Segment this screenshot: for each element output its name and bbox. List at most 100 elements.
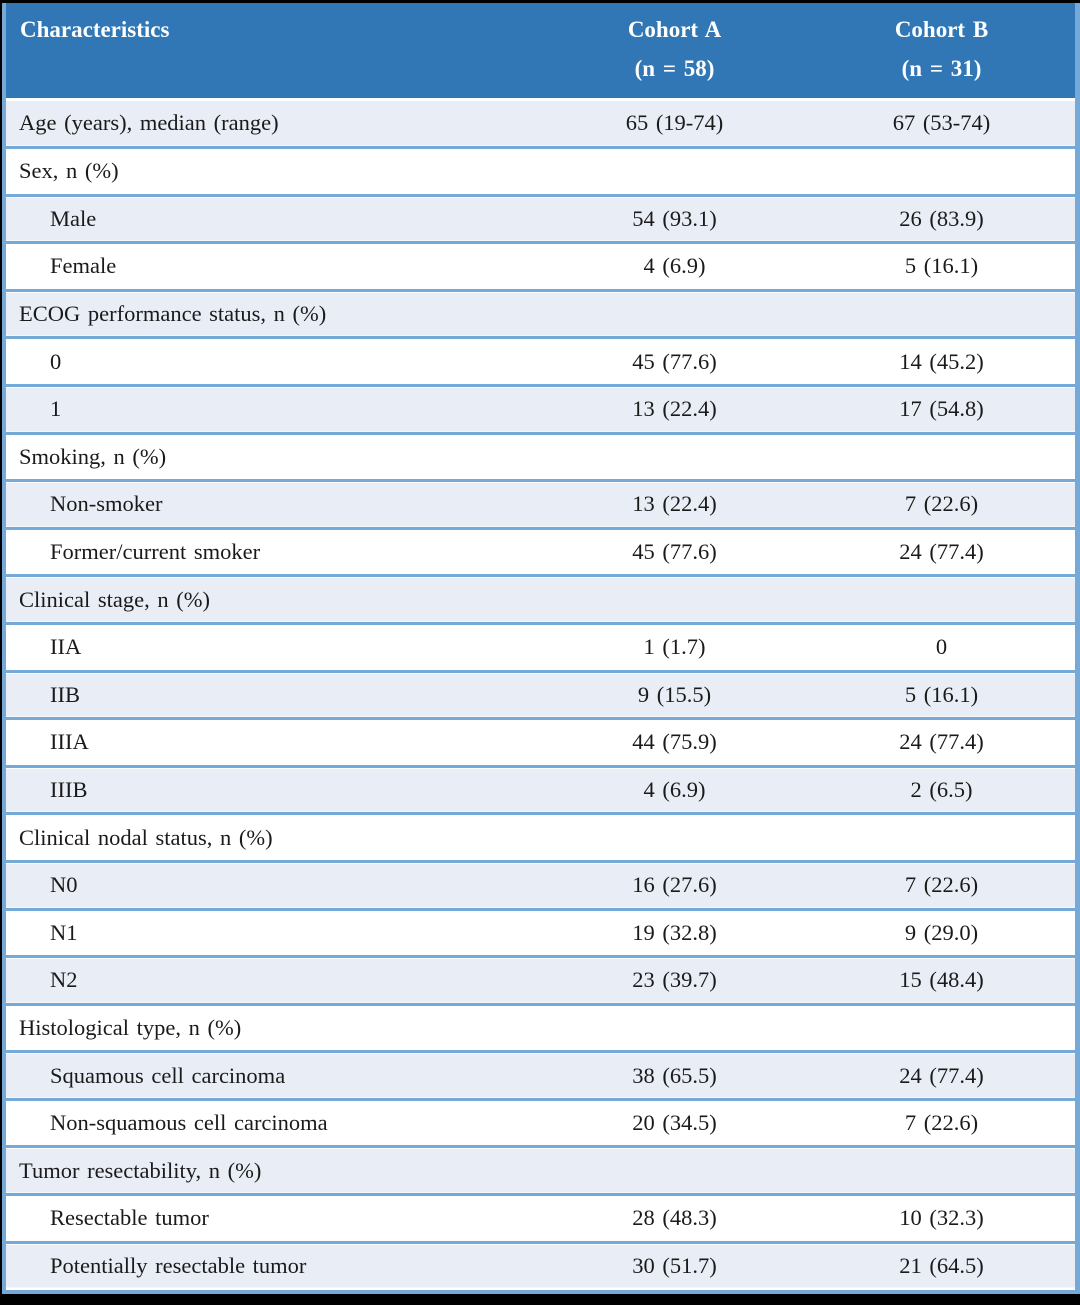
table-row: Sex, n (%) [6,146,1075,194]
row-value-cohort-a: 30 (51.7) [632,1252,717,1278]
table-row: N2 23 (39.7) 15 (48.4) [6,955,1075,1003]
characteristics-table: Characteristics Cohort A (n = 58) Cohort… [2,3,1080,1294]
row-label: Age (years), median (range) [19,110,279,135]
row-value-cohort-a [541,1006,808,1051]
row-value-cohort-a: 54 (93.1) [632,205,717,231]
row-value-cohort-b [808,435,1075,480]
row-label: Tumor resectability, n (%) [19,1157,262,1183]
row-value-cohort-b: 67 (53-74) [892,110,991,135]
row-value-cohort-b [808,292,1075,337]
table-row: Clinical nodal status, n (%) [6,812,1075,860]
row-value-cohort-b: 17 (54.8) [899,396,984,422]
row-value-cohort-a: 23 (39.7) [632,967,717,993]
row-value-cohort-a: 4 (6.9) [643,777,706,803]
row-value-cohort-a: 4 (6.9) [643,253,706,279]
row-value-cohort-a: 1 (1.7) [643,634,706,660]
row-label: ECOG performance status, n (%) [19,301,327,327]
row-label: Histological type, n (%) [19,1014,242,1040]
table-row: Histological type, n (%) [6,1002,1075,1051]
table-row: Age (years), median (range) 65 (19-74) 6… [6,100,1075,146]
table-row: Potentially resectable tumor 30 (51.7) 2… [6,1240,1075,1289]
header-cohort-a-name: Cohort A [627,17,722,42]
row-label: N2 [50,967,78,993]
row-value-cohort-b: 7 (22.6) [904,872,979,898]
row-value-cohort-a [541,1148,808,1193]
row-label: Non-smoker [50,491,163,517]
row-value-cohort-a: 28 (48.3) [632,1205,717,1231]
header-cohort-b-n: (n = 31) [901,56,982,81]
row-value-cohort-a [541,292,808,337]
row-value-cohort-b: 14 (45.2) [899,348,984,374]
row-value-cohort-b: 15 (48.4) [899,967,984,993]
row-value-cohort-b [808,577,1075,622]
row-value-cohort-a [541,149,808,194]
table-row: IIB 9 (15.5) 5 (16.1) [6,669,1075,718]
row-value-cohort-b: 0 [935,634,948,660]
row-value-cohort-a: 38 (65.5) [632,1062,717,1088]
header-cohort-b-name: Cohort B [894,17,989,42]
header-cell-characteristics: Characteristics [6,3,541,98]
row-label: IIB [50,681,80,707]
row-value-cohort-b: 21 (64.5) [899,1252,984,1278]
row-value-cohort-a: 9 (15.5) [637,681,712,707]
row-value-cohort-b: 5 (16.1) [904,681,979,707]
table-row: Squamous cell carcinoma 38 (65.5) 24 (77… [6,1050,1075,1098]
row-value-cohort-a [541,815,808,860]
table-row: Tumor resectability, n (%) [6,1145,1075,1194]
table-row: ECOG performance status, n (%) [6,288,1075,337]
table-row: Former/current smoker 45 (77.6) 24 (77.4… [6,526,1075,575]
table-row: Smoking, n (%) [6,431,1075,480]
table-row: Non-squamous cell carcinoma 20 (34.5) 7 … [6,1097,1075,1146]
row-value-cohort-b [808,1148,1075,1193]
row-value-cohort-a: 45 (77.6) [632,348,717,374]
row-label: Sex, n (%) [19,158,119,184]
table-row: Clinical stage, n (%) [6,574,1075,622]
row-label: Male [50,205,97,231]
row-value-cohort-a: 13 (22.4) [632,491,717,517]
row-label: IIA [50,634,82,660]
row-value-cohort-b: 10 (32.3) [899,1205,984,1231]
row-label: Resectable tumor [50,1205,209,1231]
table-body: Age (years), median (range) 65 (19-74) 6… [6,100,1075,1289]
row-label: Clinical stage, n (%) [19,586,210,612]
table-row: IIIA 44 (75.9) 24 (77.4) [6,717,1075,765]
row-label: N0 [50,872,78,898]
row-value-cohort-a: 44 (75.9) [632,729,717,755]
table-row: IIA 1 (1.7) 0 [6,621,1075,670]
row-value-cohort-b: 26 (83.9) [899,205,984,231]
row-value-cohort-b: 24 (77.4) [899,729,984,755]
row-value-cohort-a: 13 (22.4) [632,396,717,422]
row-value-cohort-a: 45 (77.6) [632,539,717,565]
row-value-cohort-b [808,1006,1075,1051]
row-value-cohort-b: 5 (16.1) [904,253,979,279]
table-row: N1 19 (32.8) 9 (29.0) [6,907,1075,956]
table-row: N0 16 (27.6) 7 (22.6) [6,859,1075,908]
row-label: Former/current smoker [50,539,261,565]
row-value-cohort-b [808,815,1075,860]
row-label: N1 [50,919,78,945]
row-label: IIIA [50,729,89,755]
row-label: Female [50,253,117,279]
table-row: IIIB 4 (6.9) 2 (6.5) [6,764,1075,813]
header-cohort-a-n: (n = 58) [634,56,715,81]
table-header-row: Characteristics Cohort A (n = 58) Cohort… [6,3,1075,100]
row-label: Non-squamous cell carcinoma [50,1110,328,1136]
row-label: 0 [50,348,62,374]
row-value-cohort-a [541,577,808,622]
row-label: Smoking, n (%) [19,443,167,469]
header-characteristics-label: Characteristics [20,17,170,42]
row-value-cohort-a: 20 (34.5) [632,1110,717,1136]
row-label: 1 [50,396,62,422]
row-value-cohort-a: 19 (32.8) [632,919,717,945]
row-value-cohort-b: 9 (29.0) [904,919,979,945]
header-cell-cohort-a: Cohort A (n = 58) [541,3,808,98]
table-row: 0 45 (77.6) 14 (45.2) [6,336,1075,384]
row-value-cohort-a [541,435,808,480]
header-cell-cohort-b: Cohort B (n = 31) [808,3,1075,98]
row-value-cohort-b: 7 (22.6) [904,491,979,517]
table-row: 1 13 (22.4) 17 (54.8) [6,383,1075,432]
row-value-cohort-b [808,149,1075,194]
row-label: Potentially resectable tumor [50,1252,307,1278]
table-row: Resectable tumor 28 (48.3) 10 (32.3) [6,1193,1075,1241]
